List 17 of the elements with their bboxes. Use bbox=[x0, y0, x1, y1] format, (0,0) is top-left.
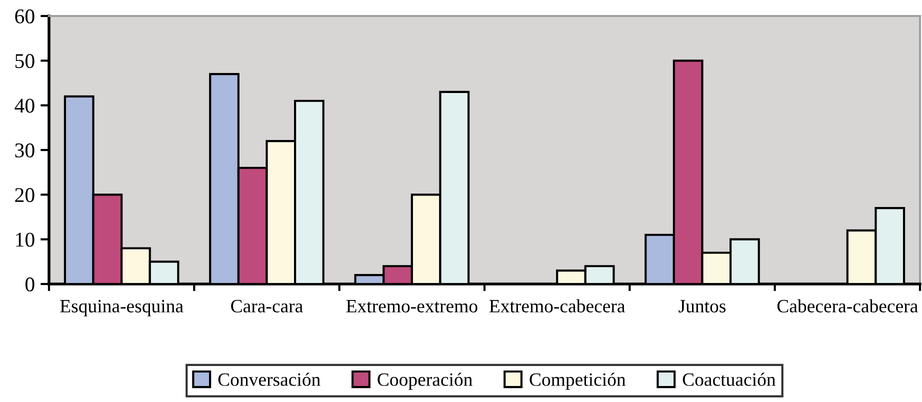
x-tick-label: Juntos bbox=[678, 300, 726, 312]
x-tick-label: Cabecera-cabecera bbox=[777, 299, 918, 312]
y-tick-label: 50 bbox=[15, 54, 34, 68]
y-tick-label: 0 bbox=[25, 277, 34, 292]
legend-label: Conversación bbox=[218, 372, 320, 386]
x-tick-label: Extremo-cabecera bbox=[489, 299, 626, 312]
x-tick-label: Cara-cara bbox=[231, 300, 303, 312]
y-tick-label: 10 bbox=[16, 232, 34, 247]
y-tick-label: 20 bbox=[15, 188, 34, 202]
y-tick-label: 40 bbox=[14, 98, 34, 113]
legend-label: Competición bbox=[530, 372, 626, 390]
legend-label: Coactuación bbox=[682, 372, 776, 386]
y-tick-label: 30 bbox=[15, 143, 34, 158]
legend-label: Cooperación bbox=[378, 372, 472, 390]
x-tick-label: Extremo-extremo bbox=[346, 300, 478, 312]
y-tick-label: 60 bbox=[15, 9, 34, 24]
x-tick-label: Esquina-esquina bbox=[60, 300, 184, 316]
